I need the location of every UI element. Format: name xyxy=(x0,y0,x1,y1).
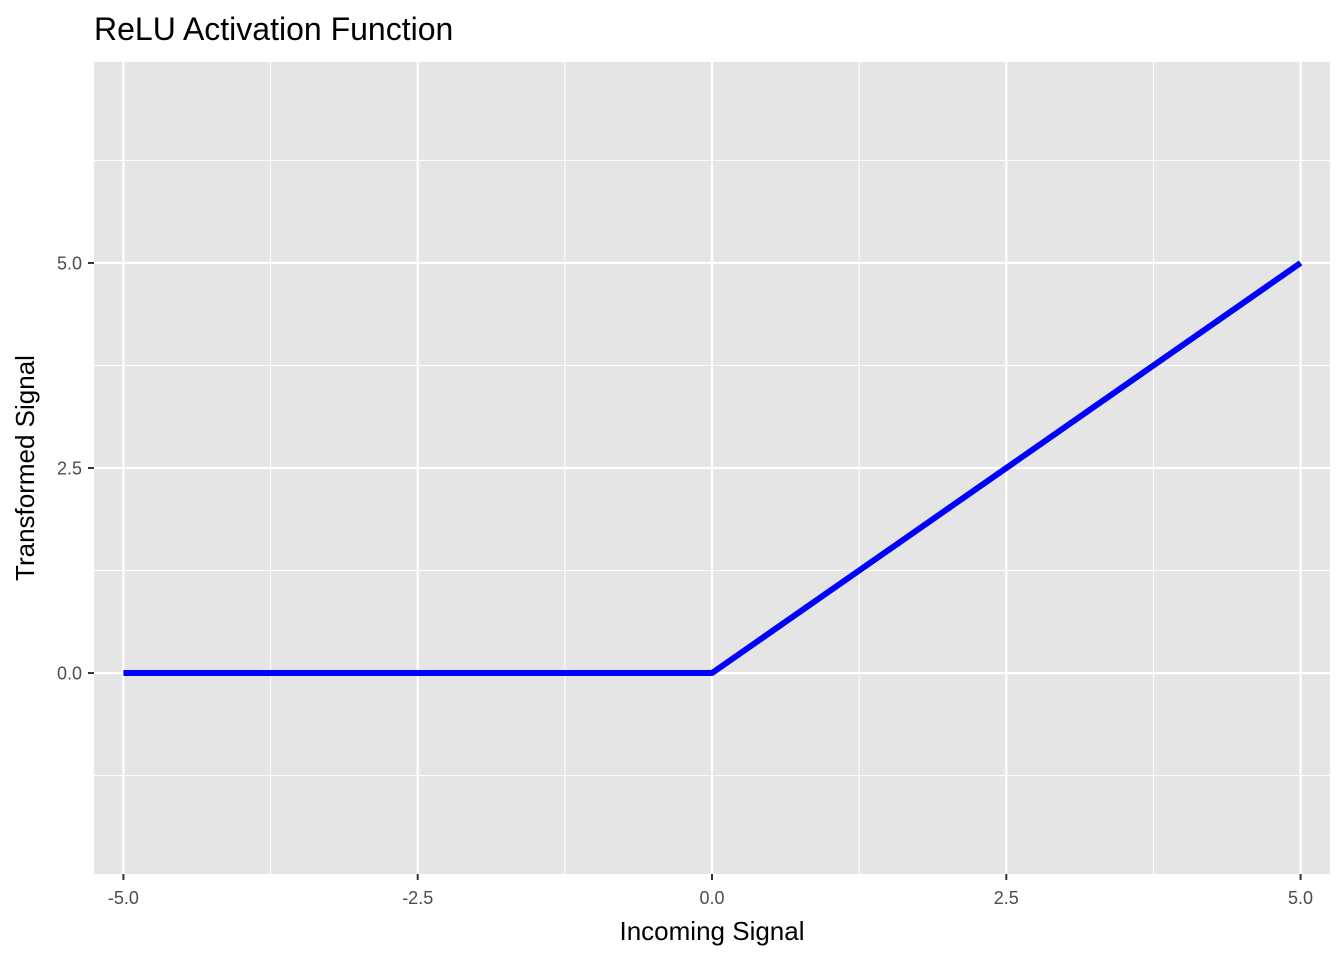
x-tick-label: 5.0 xyxy=(1288,888,1313,908)
x-tick-label: 0.0 xyxy=(699,888,724,908)
x-axis-title: Incoming Signal xyxy=(620,916,805,946)
x-tick-label: 2.5 xyxy=(994,888,1019,908)
y-axis-title: Transformed Signal xyxy=(10,355,40,581)
x-tick-label: -5.0 xyxy=(108,888,139,908)
series-layer xyxy=(123,260,1303,677)
series-line xyxy=(123,260,1303,677)
x-axis-ticks: -5.0 -2.5 0.0 2.5 5.0 xyxy=(108,874,1313,908)
x-tick-label: -2.5 xyxy=(402,888,433,908)
y-tick-label: 0.0 xyxy=(57,664,82,684)
y-tick-label: 5.0 xyxy=(57,253,82,273)
chart-title: ReLU Activation Function xyxy=(94,11,453,47)
y-tick-label: 2.5 xyxy=(57,459,82,479)
y-axis-ticks: 0.0 2.5 5.0 xyxy=(57,253,94,684)
